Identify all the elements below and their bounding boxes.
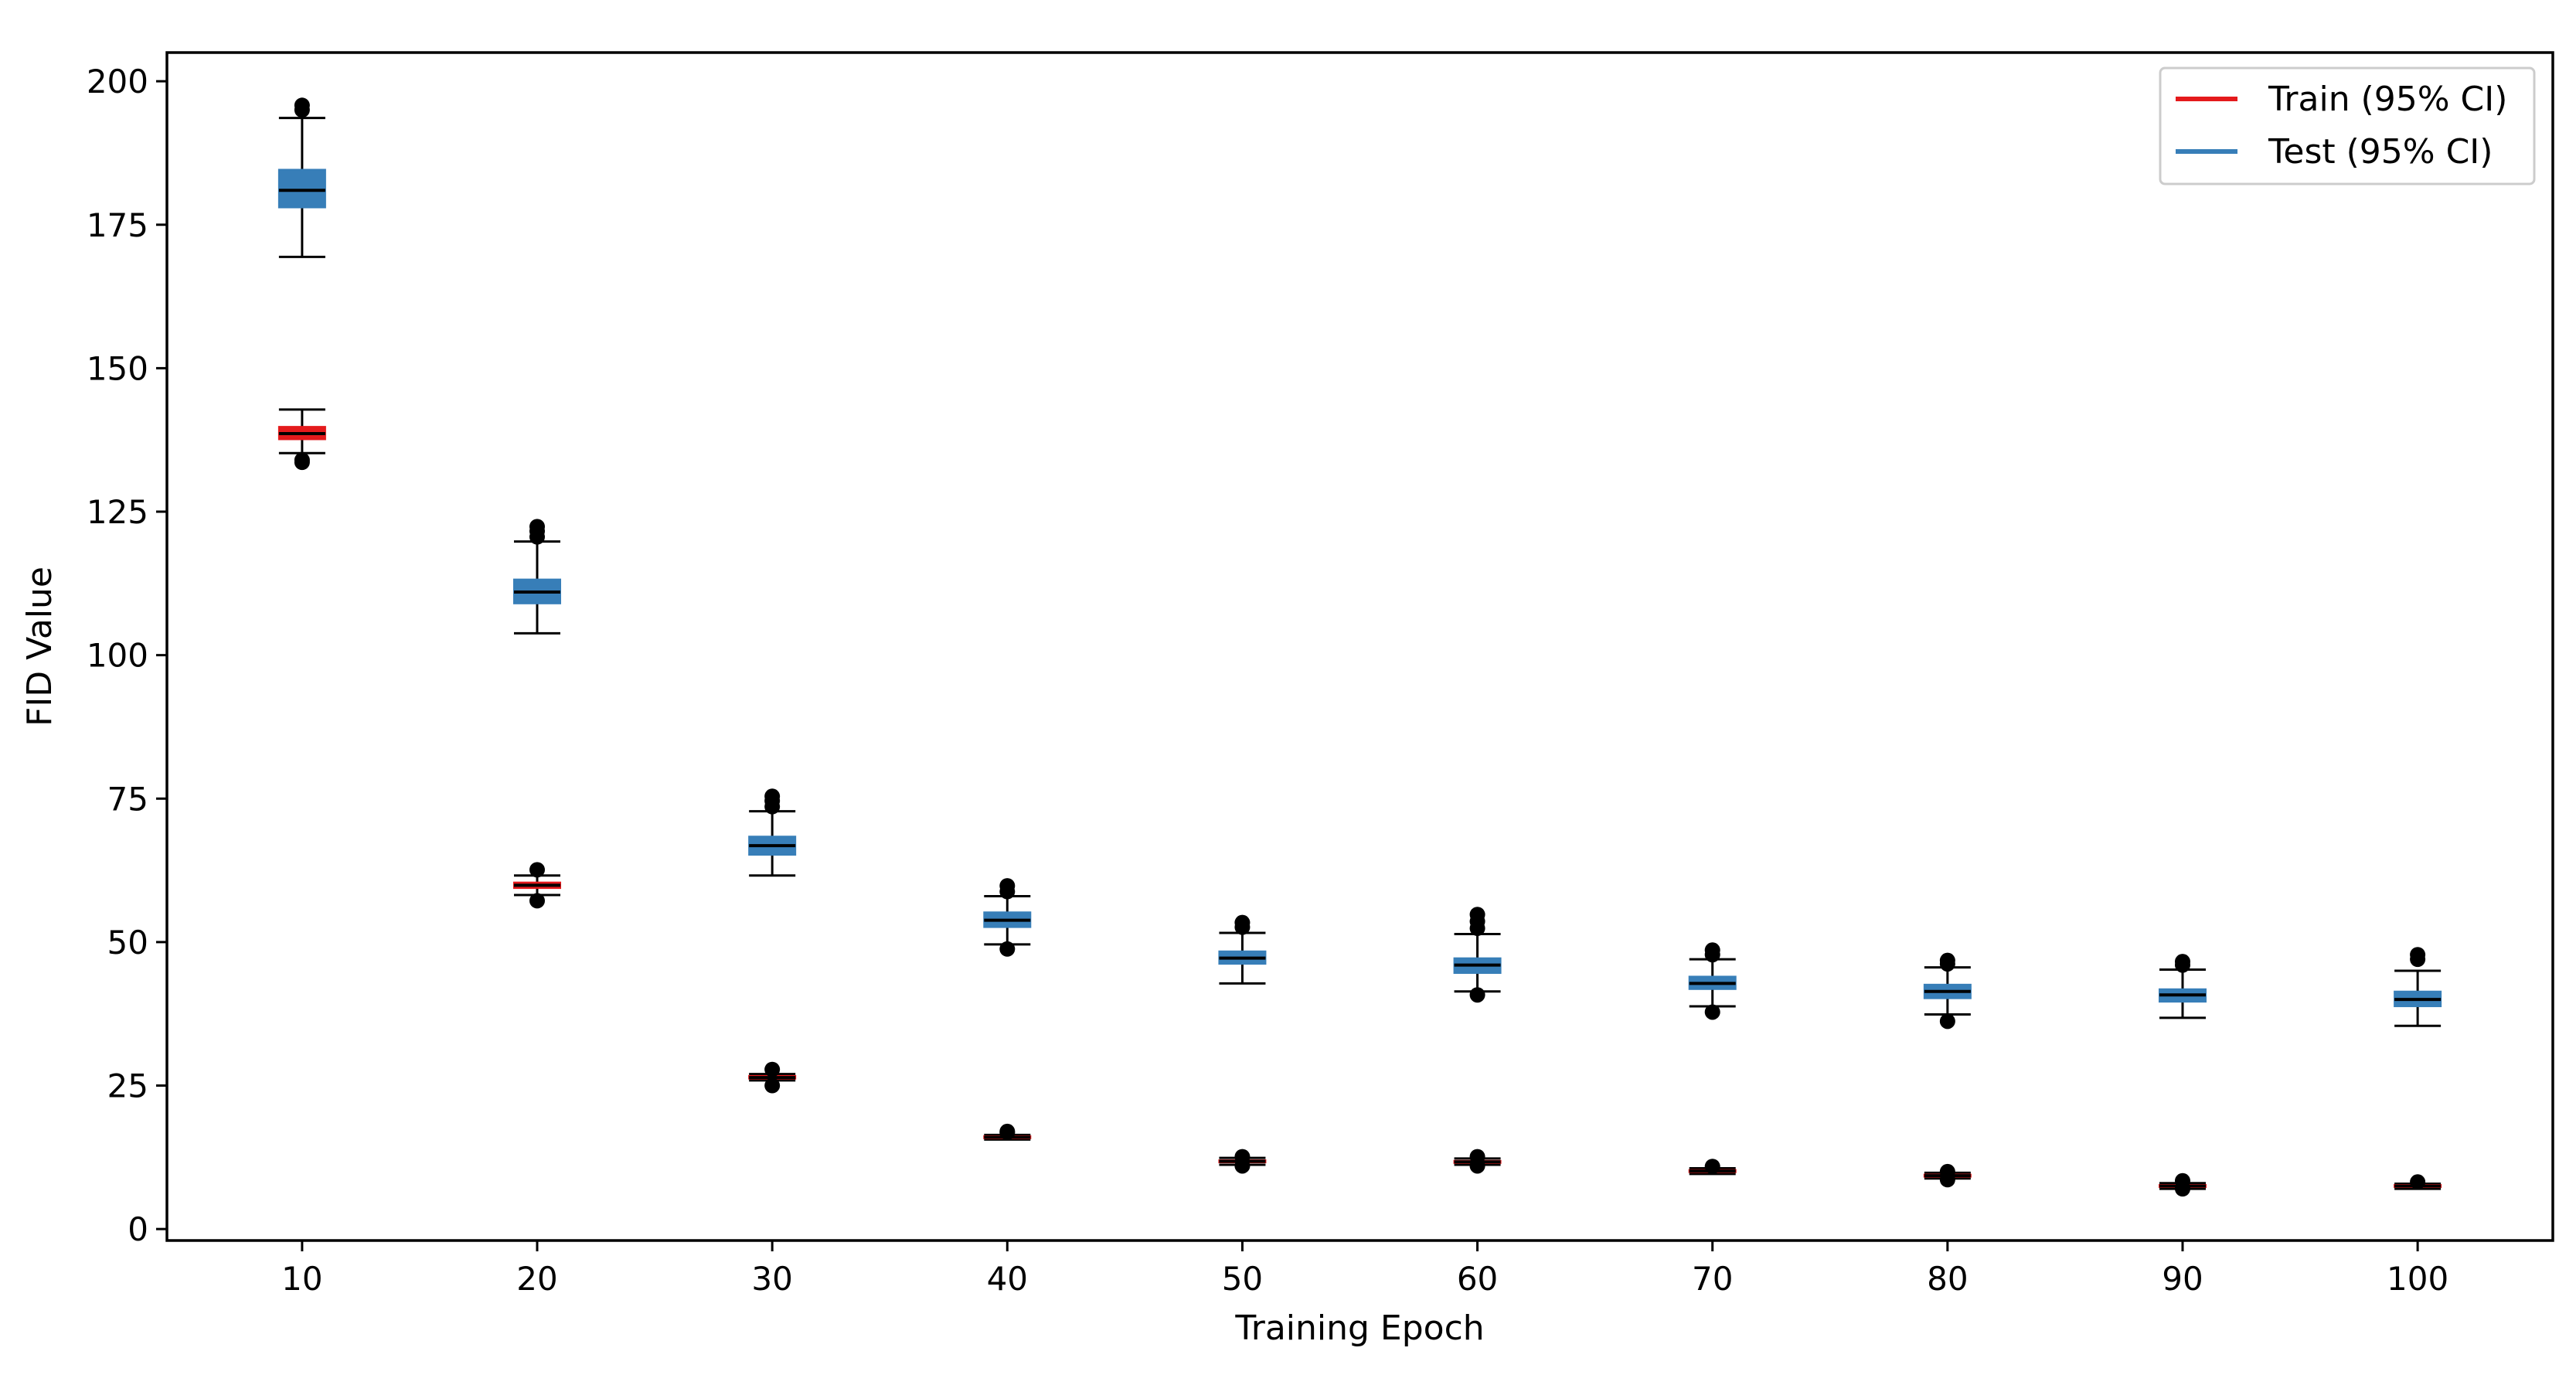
test-outlier-point xyxy=(1234,914,1251,931)
train-outlier-point xyxy=(529,893,546,909)
train-box-epoch-40 xyxy=(983,1123,1032,1141)
test-outlier-point xyxy=(2410,947,2426,963)
x-tick-label: 70 xyxy=(1692,1260,1733,1298)
legend-label-test: Test (95% CI) xyxy=(2268,132,2493,172)
test-box-epoch-40 xyxy=(983,878,1032,957)
y-axis: 0 25 50 75 100 125 150 175 200 xyxy=(87,63,167,1248)
train-outlier-point xyxy=(1234,1158,1251,1174)
test-box-epoch-60 xyxy=(1453,907,1502,1003)
y-tick-label: 100 xyxy=(87,637,148,675)
x-tick-label: 80 xyxy=(1927,1260,1968,1298)
x-tick-label: 50 xyxy=(1222,1260,1263,1298)
legend-box xyxy=(2159,66,2536,185)
train-box-epoch-60 xyxy=(1453,1149,1502,1174)
y-tick-label: 125 xyxy=(87,493,148,531)
x-tick-label: 100 xyxy=(2387,1260,2448,1298)
train-box-epoch-70 xyxy=(1688,1159,1737,1176)
test-outlier-point xyxy=(764,788,781,805)
train-outlier-point xyxy=(1704,1159,1720,1175)
test-outlier-point xyxy=(1469,987,1485,1003)
test-outlier-point xyxy=(2174,954,2190,970)
plot-area-frame xyxy=(165,51,2554,1242)
y-axis-title: FID Value xyxy=(20,567,60,727)
test-outlier-point xyxy=(999,941,1016,957)
test-outlier-point xyxy=(1939,1013,1955,1030)
test-box-epoch-30 xyxy=(748,788,797,877)
y-tick-label: 0 xyxy=(128,1210,148,1248)
test-outlier-point xyxy=(529,519,546,535)
train-outlier-point xyxy=(764,1061,781,1077)
train-box-epoch-10 xyxy=(277,408,326,471)
x-tick-label: 30 xyxy=(751,1260,792,1298)
train-box-epoch-20 xyxy=(513,862,562,909)
train-outlier-point xyxy=(764,1077,781,1094)
y-tick-label: 75 xyxy=(107,780,148,818)
test-outlier-point xyxy=(1704,1004,1720,1020)
test-box-epoch-80 xyxy=(1923,952,1972,1030)
test-outlier-point xyxy=(1704,942,1720,958)
train-box-epoch-100 xyxy=(2394,1174,2442,1190)
test-box-epoch-20 xyxy=(513,519,562,635)
train-outlier-point xyxy=(2410,1174,2426,1190)
y-tick-label: 200 xyxy=(87,63,148,100)
y-tick-label: 50 xyxy=(107,924,148,961)
train-outlier-point xyxy=(529,862,546,878)
train-outlier-point xyxy=(999,1125,1016,1141)
test-outlier-point xyxy=(1939,952,1955,968)
train-box-epoch-80 xyxy=(1923,1163,1972,1188)
y-tick-label: 25 xyxy=(107,1067,148,1105)
train-outlier-point xyxy=(1469,1158,1485,1174)
x-tick-label: 40 xyxy=(987,1260,1028,1298)
x-tick-label: 10 xyxy=(281,1260,322,1298)
train-box-epoch-90 xyxy=(2158,1172,2207,1197)
test-box-epoch-100 xyxy=(2394,947,2442,1027)
x-axis-title: Training Epoch xyxy=(1234,1309,1484,1348)
test-outlier-point xyxy=(999,878,1016,894)
test-outlier-point xyxy=(294,97,310,114)
legend: Train (95% CI) Test (95% CI) xyxy=(2159,66,2536,185)
test-box-epoch-50 xyxy=(1218,914,1267,985)
x-axis: 10 20 30 40 50 60 70 80 90 100 xyxy=(281,1241,2448,1298)
test-box-epoch-90 xyxy=(2158,954,2207,1019)
test-box-epoch-70 xyxy=(1688,942,1737,1020)
x-tick-label: 90 xyxy=(2162,1260,2203,1298)
y-tick-label: 175 xyxy=(87,206,148,244)
train-outlier-point xyxy=(294,454,310,471)
train-outlier-point xyxy=(2174,1181,2190,1197)
train-box-epoch-30 xyxy=(748,1061,797,1094)
y-tick-label: 150 xyxy=(87,349,148,387)
test-outlier-point xyxy=(1469,907,1485,923)
test-box-epoch-10 xyxy=(277,97,326,258)
test-iqr-box xyxy=(277,168,326,209)
boxes-layer xyxy=(277,97,2442,1197)
x-tick-label: 60 xyxy=(1457,1260,1498,1298)
x-tick-label: 20 xyxy=(516,1260,557,1298)
legend-label-train: Train (95% CI) xyxy=(2268,80,2507,119)
train-outlier-point xyxy=(1939,1172,1955,1188)
train-box-epoch-50 xyxy=(1218,1149,1267,1174)
